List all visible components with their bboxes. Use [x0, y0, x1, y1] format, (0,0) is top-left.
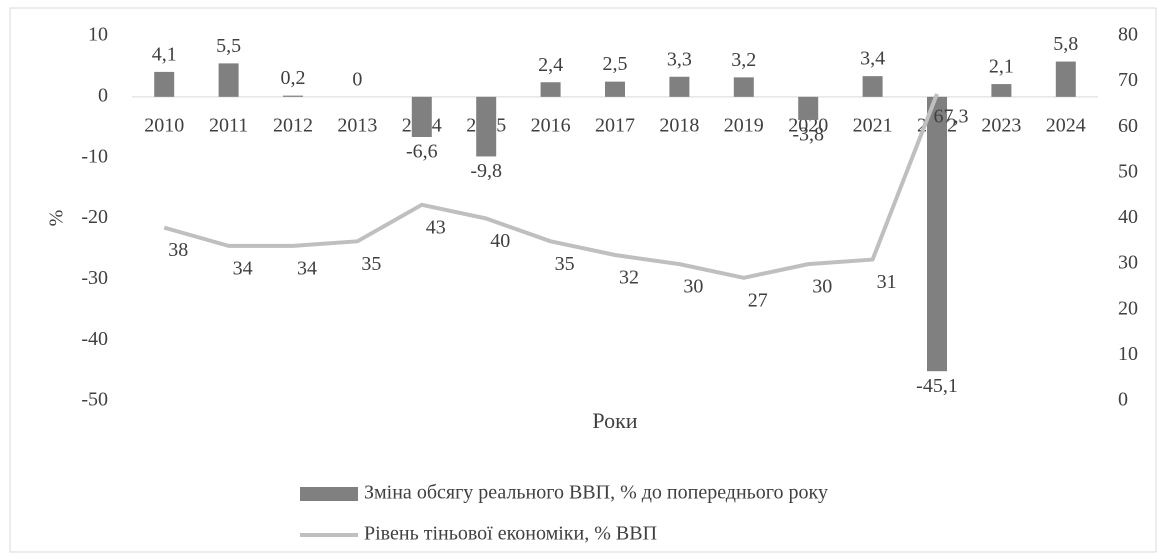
- x-tick-label: 2018: [659, 114, 699, 136]
- line-value-label: 38: [168, 239, 188, 261]
- chart-border: [9, 7, 1157, 553]
- y-tick-label: -10: [81, 145, 108, 167]
- line-value-label: 67,3: [934, 106, 969, 128]
- bar: [669, 76, 690, 97]
- bar-value-label: 3,2: [731, 49, 756, 71]
- bar: [283, 95, 303, 97]
- x-tick-label: 2024: [1046, 114, 1086, 136]
- bar: [733, 77, 754, 97]
- legend-swatch: [300, 487, 358, 501]
- bar-value-label: -3,8: [792, 124, 824, 146]
- x-tick-label: 2013: [337, 114, 377, 136]
- y-tick-label: 0: [98, 84, 108, 106]
- y-tick-label: -50: [81, 389, 108, 411]
- x-tick-label: 2012: [273, 114, 313, 136]
- bar-value-label: 2,1: [989, 56, 1014, 78]
- bar: [540, 82, 561, 97]
- x-tick-label: 2017: [595, 114, 635, 136]
- x-tick-label: 2023: [981, 114, 1021, 136]
- line-value-label: 32: [619, 267, 639, 289]
- y2-tick-label: 50: [1118, 160, 1138, 182]
- bar: [798, 96, 819, 120]
- bar-value-label: 0: [352, 68, 362, 90]
- line-value-label: 31: [877, 271, 897, 293]
- line-value-label: 43: [426, 216, 446, 238]
- bar: [411, 96, 432, 137]
- y2-tick-label: 40: [1118, 206, 1138, 228]
- legend-label: Зміна обсягу реального ВВП, % до поперед…: [364, 482, 828, 504]
- line: [163, 93, 939, 280]
- x-tick-label: 2019: [724, 114, 764, 136]
- y-axis-label: %: [46, 210, 68, 227]
- bar: [218, 63, 239, 97]
- y2-tick-label: 0: [1118, 389, 1128, 411]
- x-tick-label: 2021: [853, 114, 893, 136]
- bar-value-label: 3,4: [860, 48, 885, 70]
- bar: [476, 96, 497, 157]
- bar-value-label: 3,3: [667, 48, 692, 70]
- y-tick-label: 10: [88, 24, 108, 46]
- y2-tick-label: 60: [1118, 115, 1138, 137]
- bar: [862, 76, 883, 97]
- bar-value-label: 4,1: [152, 43, 177, 65]
- x-axis-label: Роки: [592, 408, 637, 433]
- bar-value-label: 5,8: [1053, 33, 1078, 55]
- x-tick-label: 2016: [531, 114, 571, 136]
- y2-tick-label: 20: [1118, 297, 1138, 319]
- bar-value-label: -45,1: [916, 375, 958, 397]
- x-tick-label: 2011: [209, 114, 248, 136]
- line-value-label: 30: [812, 276, 832, 298]
- bar-value-label: 2,4: [538, 54, 563, 76]
- x-tick-label: 2010: [144, 114, 184, 136]
- line-value-label: 27: [748, 289, 768, 311]
- line-value-label: 35: [555, 253, 575, 275]
- y2-tick-label: 70: [1118, 69, 1138, 91]
- bar-value-label: 5,5: [216, 35, 241, 57]
- bar-value-label: 0,2: [281, 67, 306, 89]
- bar: [927, 96, 947, 372]
- bar: [991, 84, 1012, 97]
- line-value-label: 34: [233, 257, 253, 279]
- y-tick-label: -30: [81, 267, 108, 289]
- line-value-label: 40: [490, 230, 510, 252]
- y2-tick-label: 10: [1118, 343, 1138, 365]
- line-value-label: 35: [361, 253, 381, 275]
- bar: [605, 81, 625, 97]
- bar-value-label: -9,8: [470, 160, 502, 182]
- bar: [154, 71, 175, 97]
- bar: [1055, 61, 1076, 97]
- line-value-label: 30: [683, 276, 703, 298]
- y-tick-label: -40: [81, 328, 108, 350]
- bar-value-label: -6,6: [406, 141, 438, 163]
- line-value-label: 34: [297, 257, 317, 279]
- y-tick-label: -20: [81, 206, 108, 228]
- y2-tick-label: 80: [1118, 24, 1138, 46]
- legend-label: Рівень тіньової економіки, % ВВП: [364, 523, 657, 545]
- y2-tick-label: 30: [1118, 252, 1138, 274]
- bar-value-label: 2,5: [603, 53, 628, 75]
